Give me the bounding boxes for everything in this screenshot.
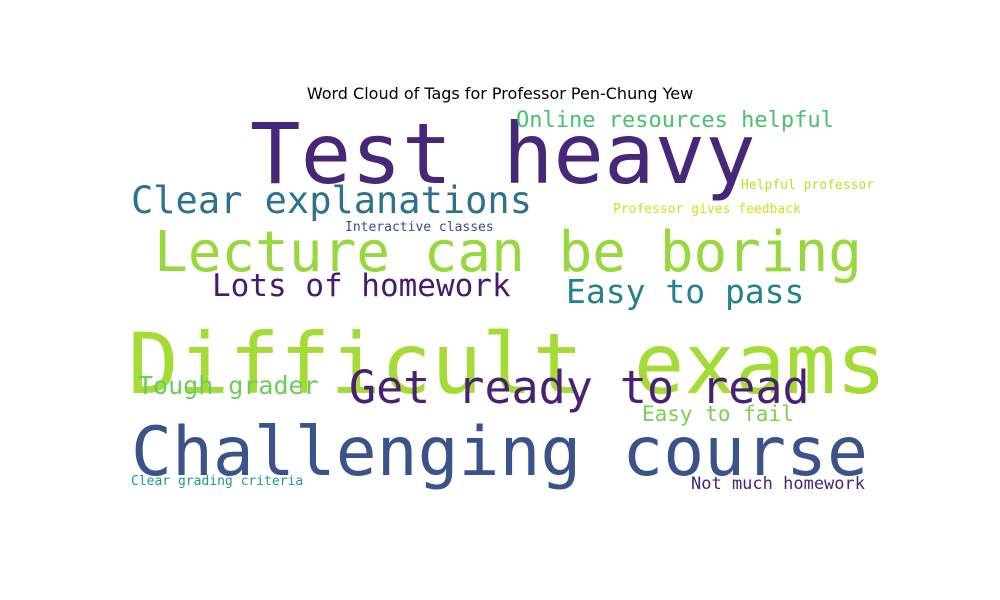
word-easy-to-fail: Easy to fail	[642, 402, 794, 426]
word-easy-to-pass: Easy to pass	[566, 272, 804, 311]
word-clear-grading-criteria: Clear grading criteria	[131, 474, 303, 489]
word-get-ready-to-read: Get ready to read	[349, 361, 810, 414]
word-test-heavy: Test heavy	[250, 105, 756, 203]
word-difficult-exams: Difficult exams	[128, 315, 887, 413]
word-helpful-professor: Helpful professor	[741, 178, 874, 193]
word-tough-grader: Tough grader	[138, 371, 319, 400]
word-clear-explanations: Clear explanations	[131, 179, 532, 222]
word-lots-of-homework: Lots of homework	[212, 268, 511, 304]
word-lecture-can-be-boring: Lecture can be boring	[154, 220, 862, 285]
word-online-resources-helpful: Online resources helpful	[516, 108, 834, 133]
word-professor-gives-feedback: Professor gives feedback	[613, 202, 801, 217]
word-not-much-homework: Not much homework	[691, 474, 865, 494]
word-challenging-course: Challenging course	[131, 413, 868, 492]
word-interactive-classes: Interactive classes	[345, 220, 494, 235]
chart-title: Word Cloud of Tags for Professor Pen-Chu…	[306, 84, 694, 103]
